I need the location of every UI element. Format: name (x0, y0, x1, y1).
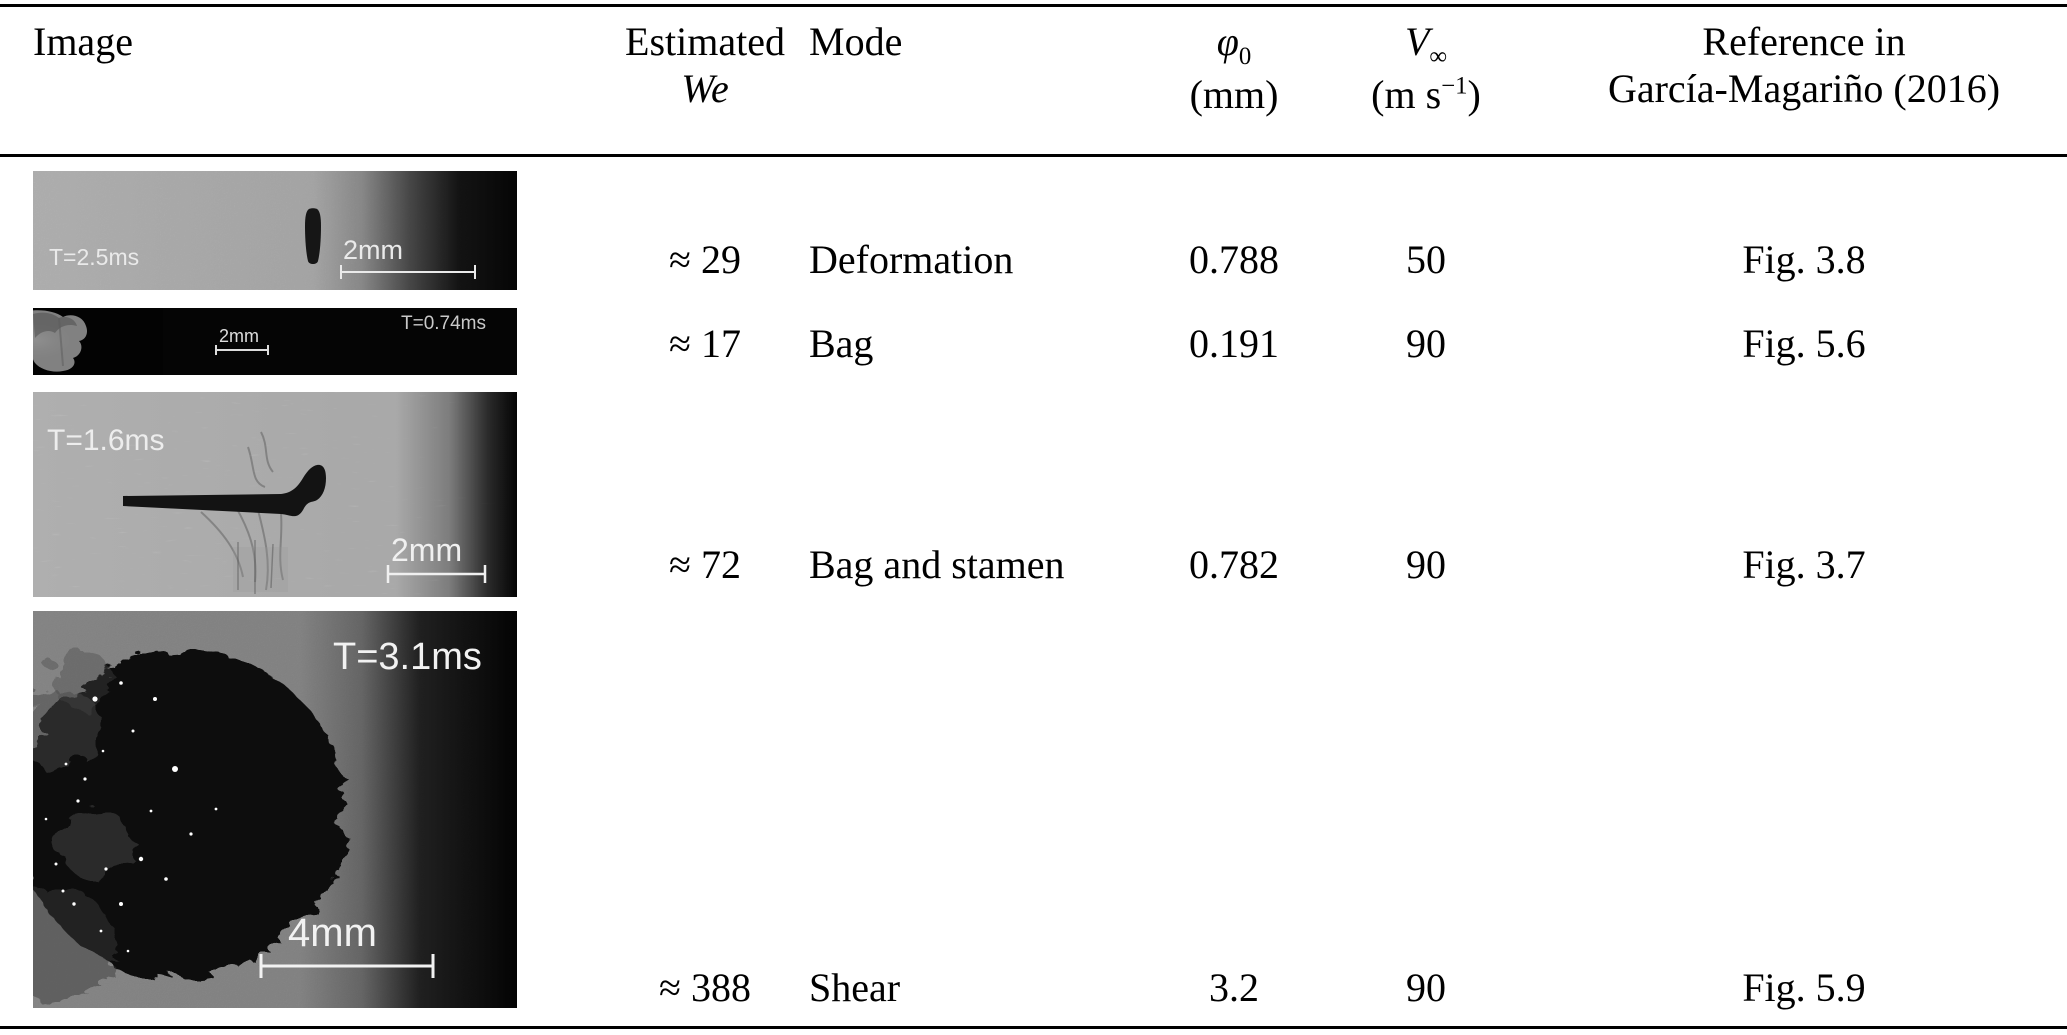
svg-text:T=1.6ms: T=1.6ms (47, 424, 165, 457)
svg-text:2mm: 2mm (343, 235, 403, 265)
svg-text:4mm: 4mm (288, 911, 377, 955)
svg-text:T=0.74ms: T=0.74ms (401, 313, 486, 334)
svg-text:2mm: 2mm (391, 532, 462, 568)
svg-text:T=3.1ms: T=3.1ms (333, 636, 482, 678)
svg-text:T=2.5ms: T=2.5ms (49, 244, 139, 270)
svg-text:2mm: 2mm (219, 326, 259, 346)
